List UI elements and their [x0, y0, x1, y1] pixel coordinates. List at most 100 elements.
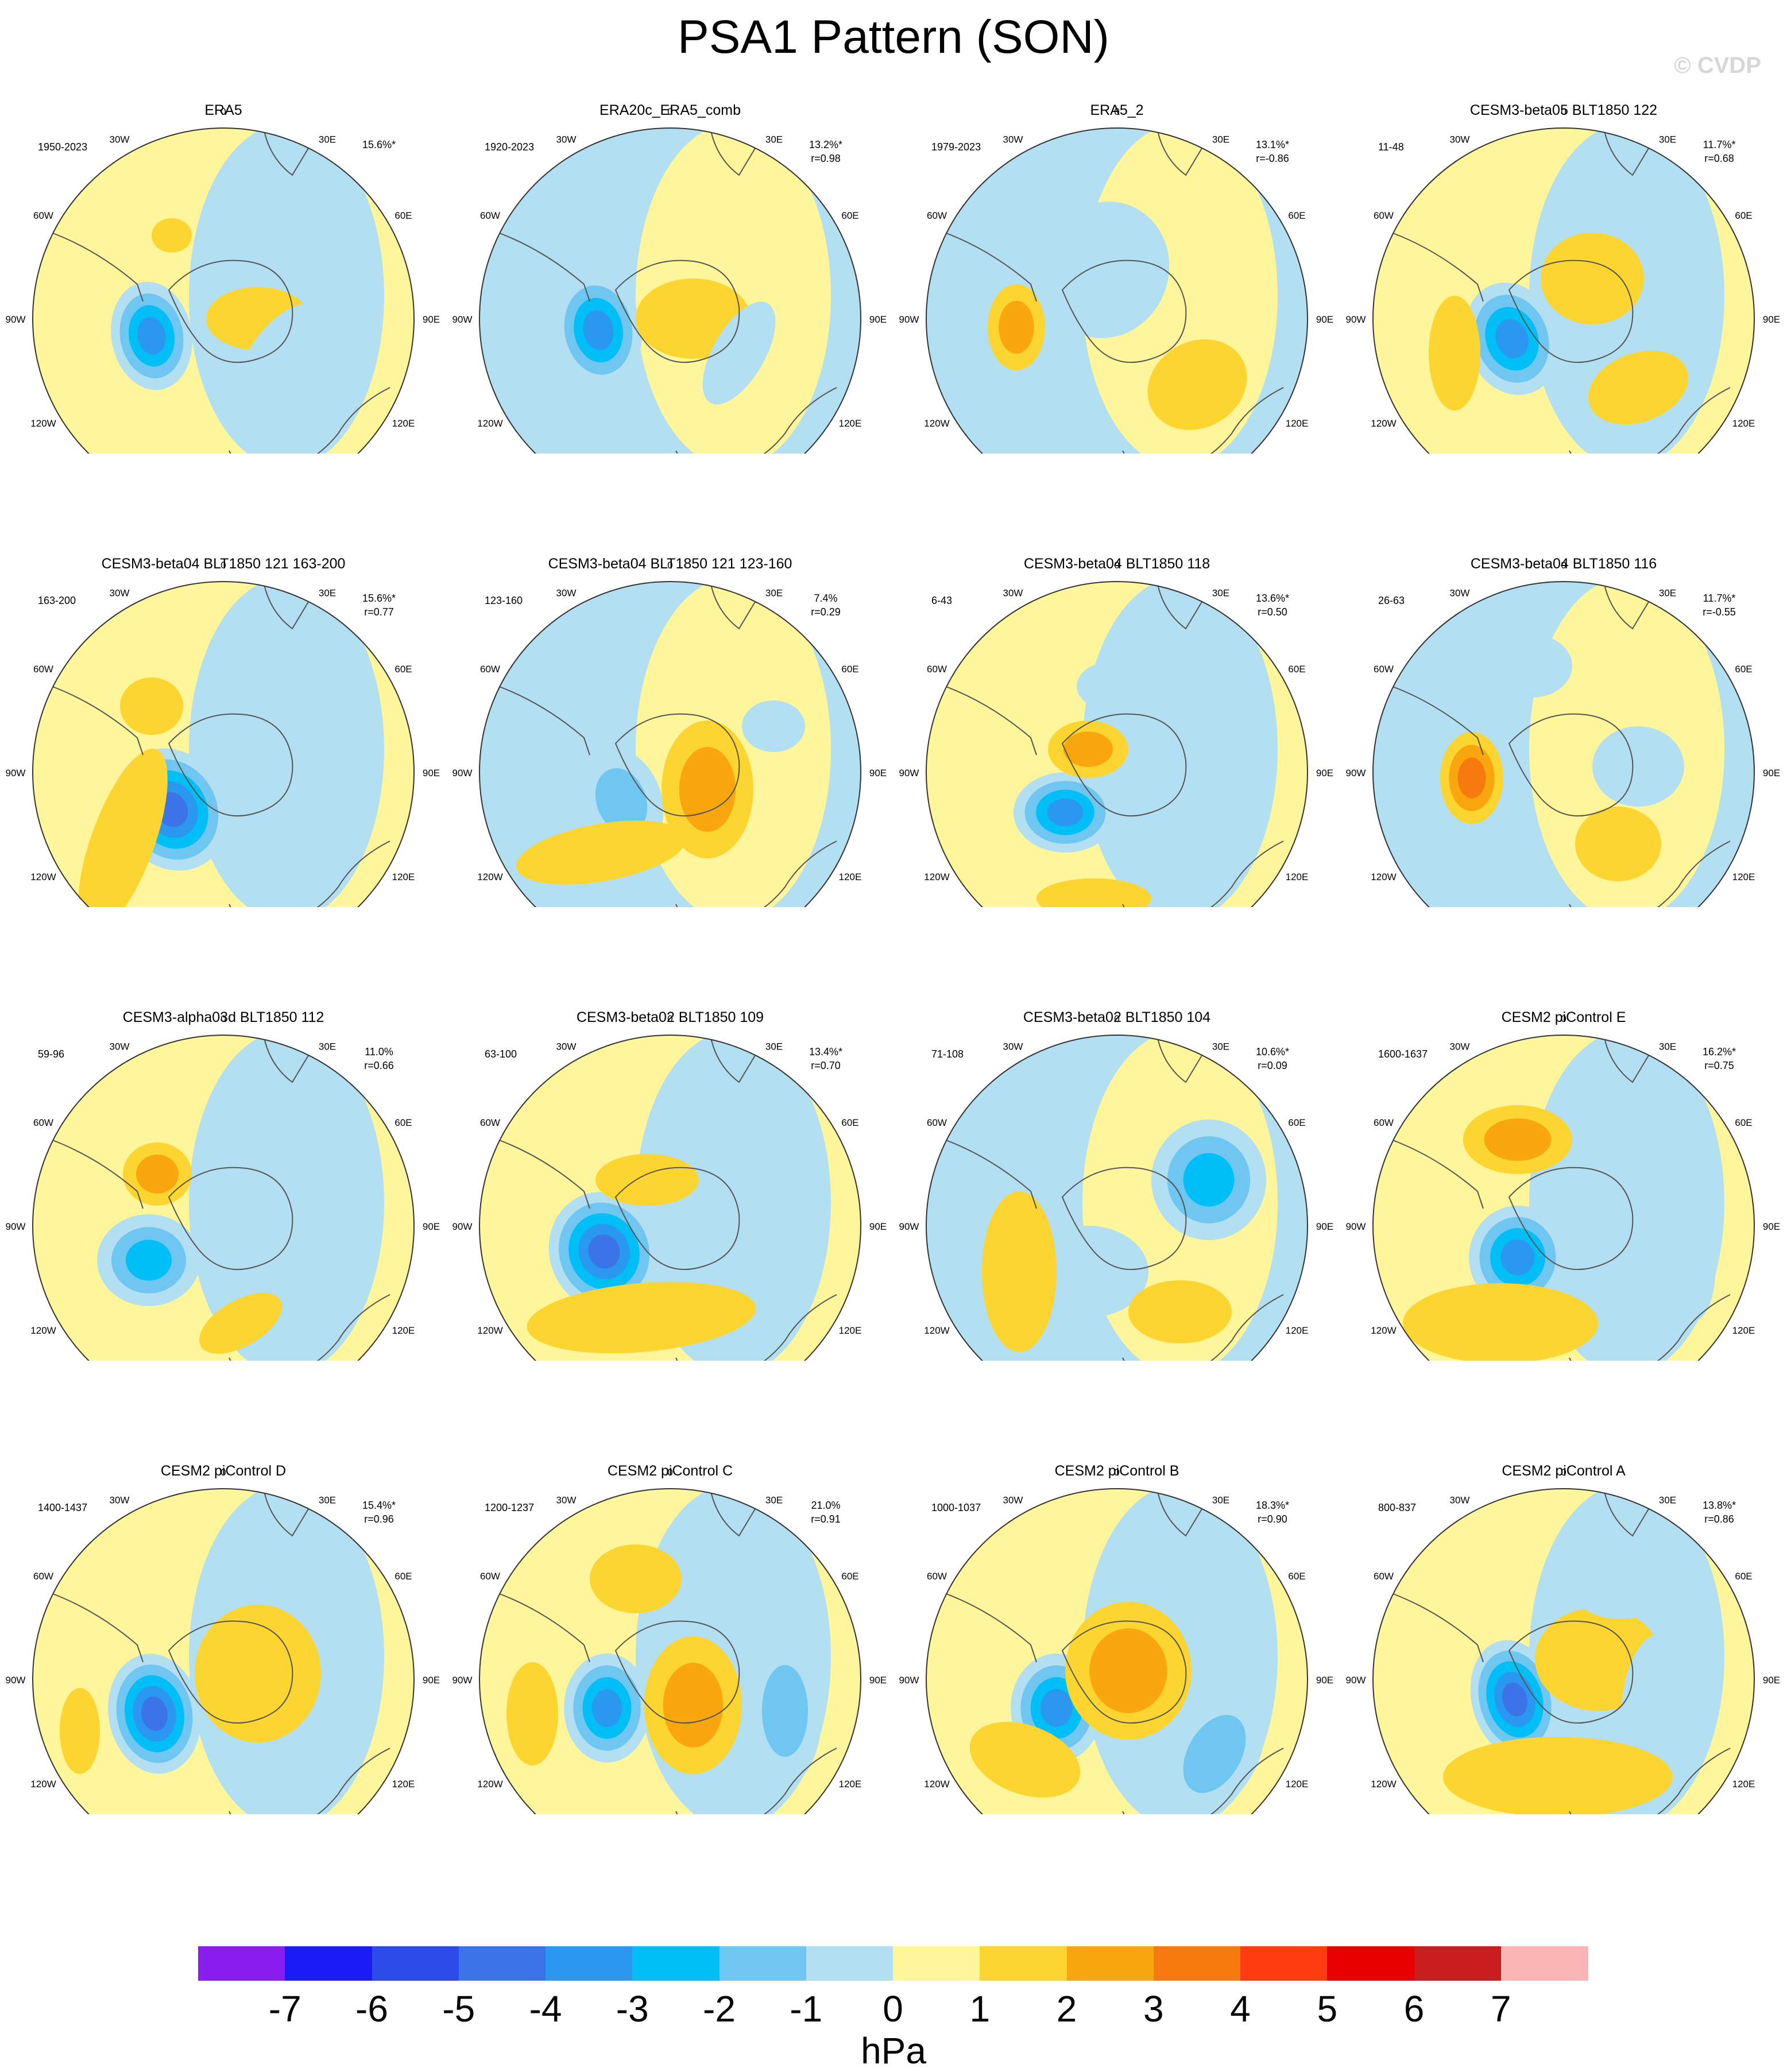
positive-anomaly — [195, 1605, 321, 1742]
polar-map: 030E60E90E120E150E180150W120W90W60W30W59… — [6, 1013, 440, 1361]
longitude-label: 0 — [221, 106, 226, 117]
longitude-label: 90E — [869, 314, 887, 325]
map-border — [1372, 1488, 1755, 1814]
units-label: hPa — [861, 2030, 926, 2071]
longitude-label: 60W — [480, 210, 500, 221]
south-america-coastline — [51, 1593, 144, 1663]
negative-anomaly — [1492, 824, 1538, 870]
panel-title: CESM2 piControl E — [1501, 1009, 1626, 1025]
pattern-correlation: r=0.68 — [1704, 153, 1734, 164]
longitude-label: 90E — [1316, 768, 1333, 779]
south-america-coastline — [497, 685, 590, 756]
panel-title: CESM3-beta02 BLT1850 104 — [1023, 1009, 1211, 1025]
positive-anomaly — [1457, 757, 1486, 799]
longitude-label: 60W — [480, 1117, 500, 1128]
south-america-coastline — [497, 232, 590, 302]
map-border — [479, 1035, 861, 1361]
negative-anomaly — [141, 1697, 168, 1731]
longitude-label: 30W — [1003, 1494, 1023, 1505]
colorbar-swatch — [458, 1946, 546, 1981]
africa-coastline — [710, 582, 757, 630]
antarctica-coastline — [614, 713, 740, 817]
colorbar-swatch — [1240, 1946, 1328, 1981]
africa-coastline — [710, 1489, 757, 1537]
polar-map: 030E60E90E120E150E180150W120W90W60W30W12… — [452, 1467, 887, 1814]
south-america-coastline — [944, 1593, 1037, 1663]
negative-anomaly — [588, 1234, 620, 1269]
africa-coastline — [1156, 1489, 1204, 1537]
longitude-label: 60W — [480, 664, 500, 675]
colorbar-swatch — [198, 1946, 285, 1981]
variance-percent: 15.4%* — [362, 1500, 396, 1511]
longitude-label: 60E — [394, 210, 412, 221]
variance-percent: 13.8%* — [1703, 1500, 1736, 1511]
antarctica-coastline — [1061, 1620, 1187, 1724]
pattern-correlation: r=0.75 — [1704, 1060, 1734, 1071]
australia-coastline — [1179, 841, 1284, 907]
positive-anomaly — [999, 300, 1034, 354]
polar-map: 030E60E90E120E150E180150W120W90W60W30W19… — [6, 106, 440, 454]
positive-anomaly — [679, 747, 736, 832]
south-america-coastline — [51, 1139, 144, 1209]
australia-coastline — [1626, 387, 1731, 454]
africa-coastline — [1603, 582, 1650, 630]
longitude-label: 0 — [667, 1013, 672, 1024]
pattern-correlation: r=0.50 — [1258, 606, 1287, 618]
longitude-label: 30E — [319, 1041, 336, 1052]
colorbar-swatch — [1414, 1946, 1502, 1981]
longitude-label: 30E — [765, 587, 783, 598]
polar-map: 030E60E90E120E150E180150W120W90W60W30W71… — [899, 1013, 1333, 1361]
longitude-label: 60W — [1374, 1117, 1394, 1128]
longitude-label: 120E — [1286, 1325, 1309, 1336]
longitude-label: 60E — [1288, 664, 1305, 675]
variance-percent: 10.6%* — [1256, 1046, 1289, 1058]
longitude-label: 30E — [765, 1494, 783, 1505]
antarctica-coastline — [1061, 260, 1187, 363]
longitude-label: 60W — [33, 664, 53, 675]
pattern-correlation: r=0.86 — [1704, 1513, 1734, 1525]
longitude-label: 30W — [1003, 587, 1023, 598]
positive-anomaly — [590, 1544, 682, 1613]
colorbar-tick-label: 7 — [1490, 1988, 1511, 2030]
positive-anomaly — [1063, 731, 1113, 767]
pattern-correlation: r=-0.86 — [1256, 153, 1289, 164]
polar-map: 030E60E90E120E150E180150W120W90W60W30W10… — [899, 1467, 1333, 1814]
negative-anomaly — [591, 1688, 622, 1728]
variance-percent: 11.7%* — [1703, 139, 1736, 150]
australia-coastline — [733, 841, 837, 907]
africa-coastline — [1603, 128, 1650, 176]
longitude-label: 60E — [1735, 210, 1752, 221]
map-panel: CESM3-beta04 BLT1850 116030E60E90E120E15… — [1340, 454, 1787, 907]
variance-percent: 11.0% — [365, 1046, 393, 1058]
negative-anomaly — [1641, 1152, 1716, 1323]
longitude-label: 90W — [899, 768, 919, 779]
positive-anomaly — [152, 218, 192, 253]
map-border — [1372, 1035, 1755, 1361]
longitude-label: 120E — [839, 1779, 862, 1790]
polar-map: 030E60E90E120E150E180150W120W90W60W30W16… — [1346, 1013, 1780, 1361]
pattern-correlation: r=0.66 — [364, 1060, 394, 1071]
longitude-label: 90W — [1346, 768, 1366, 779]
longitude-label: 60E — [394, 1571, 412, 1582]
longitude-label: 30E — [1659, 1494, 1676, 1505]
positive-anomaly — [78, 749, 168, 907]
map-panel: CESM2 piControl A030E60E90E120E150E18015… — [1340, 1361, 1787, 1814]
positive-anomaly — [136, 1155, 179, 1194]
year-range: 1400-1437 — [38, 1502, 87, 1513]
positive-anomaly — [1128, 1280, 1232, 1343]
longitude-label: 120E — [1286, 418, 1309, 429]
longitude-label: 120W — [924, 418, 949, 429]
longitude-label: 30E — [1659, 134, 1676, 145]
negative-anomaly — [1500, 1239, 1535, 1276]
longitude-label: 30W — [1003, 1041, 1023, 1052]
negative-anomaly — [1197, 746, 1243, 798]
map-border — [32, 1488, 415, 1814]
longitude-label: 0 — [1114, 1013, 1119, 1024]
positive-anomaly — [1443, 1737, 1673, 1814]
colorbar-swatch — [372, 1946, 459, 1981]
pattern-correlation: r=0.70 — [811, 1060, 841, 1071]
variance-percent: 13.6%* — [1256, 592, 1289, 604]
colorbar-swatch — [806, 1946, 894, 1981]
australia-coastline — [1179, 387, 1284, 454]
australia-coastline — [733, 1748, 837, 1814]
